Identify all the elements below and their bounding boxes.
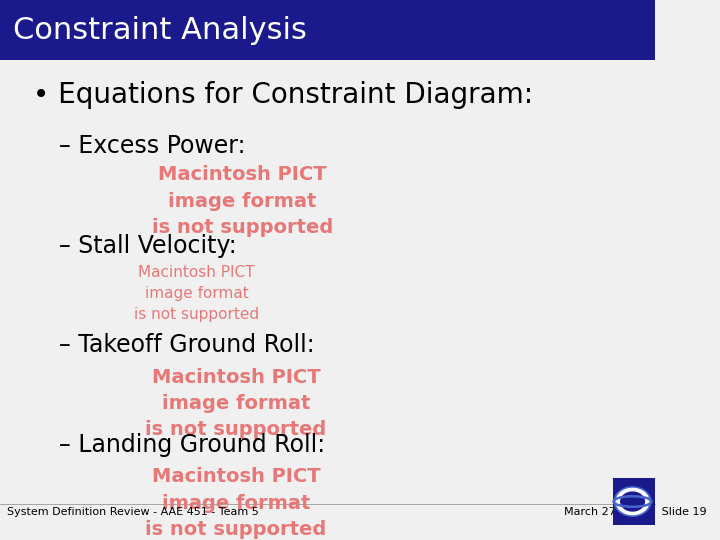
Text: image format: image format [162,394,310,413]
Text: System Definition Review - AAE 451 - Team 5: System Definition Review - AAE 451 - Tea… [6,507,258,517]
Text: Macintosh PICT: Macintosh PICT [138,265,255,280]
Text: is not supported: is not supported [145,520,327,539]
FancyBboxPatch shape [613,478,655,525]
Text: – Stall Velocity:: – Stall Velocity: [59,234,237,258]
Text: is not supported: is not supported [152,218,333,237]
Text: is not supported: is not supported [134,307,259,322]
Text: image format: image format [145,286,248,301]
Text: Macintosh PICT: Macintosh PICT [152,468,320,487]
Text: Macintosh PICT: Macintosh PICT [158,165,327,185]
Text: is not supported: is not supported [145,420,327,439]
Text: March 27, 2007   Slide 19: March 27, 2007 Slide 19 [564,507,706,517]
Text: image format: image format [168,192,317,211]
Text: • Equations for Constraint Diagram:: • Equations for Constraint Diagram: [33,82,533,110]
Circle shape [614,487,651,516]
Circle shape [621,492,644,511]
Text: – Landing Ground Roll:: – Landing Ground Roll: [59,433,325,457]
Text: – Excess Power:: – Excess Power: [59,134,246,158]
Text: – Takeoff Ground Roll:: – Takeoff Ground Roll: [59,334,315,357]
Text: Constraint Analysis: Constraint Analysis [13,16,307,45]
FancyBboxPatch shape [0,0,655,60]
Circle shape [616,488,649,515]
Text: Macintosh PICT: Macintosh PICT [152,368,320,387]
Text: image format: image format [162,494,310,512]
